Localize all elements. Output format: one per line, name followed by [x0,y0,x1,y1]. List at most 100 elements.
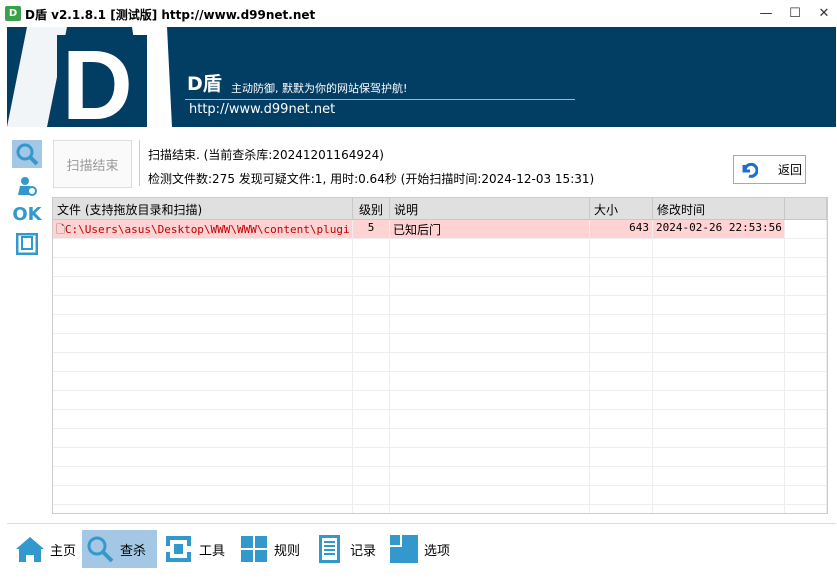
empty-cell [353,277,390,296]
empty-cell [653,486,785,505]
empty-cell [590,296,653,315]
file-path: C:\Users\asus\Desktop\WWW\WWW\content\pl… [64,223,353,236]
col-mtime[interactable]: 修改时间 [653,198,785,220]
empty-cell [590,372,653,391]
user-icon [18,177,37,196]
nav-rules[interactable]: 规则 [236,530,306,568]
options-icon [390,535,418,563]
empty-cell [653,239,785,258]
d-logo-icon: D [7,27,172,127]
nav-scan[interactable]: 查杀 [82,530,157,568]
empty-cell [590,429,653,448]
empty-cell [785,353,827,372]
grid-icon [241,536,267,562]
empty-cell [53,486,353,505]
search-icon [16,143,39,166]
col-desc[interactable]: 说明 [390,198,590,220]
empty-cell [785,277,827,296]
ok-icon[interactable]: OK [12,203,42,225]
empty-cell [785,410,827,429]
empty-cell [353,239,390,258]
empty-cell [390,296,590,315]
close-button[interactable]: ✕ [818,6,830,21]
nav-options[interactable]: 选项 [386,530,456,568]
cell-file: 🗋C:\Users\asus\Desktop\WWW\WWW\content\p… [53,220,353,239]
empty-cell [785,239,827,258]
empty-cell [785,315,827,334]
empty-row [53,391,827,410]
empty-cell [390,258,590,277]
bottom-divider [7,523,836,524]
empty-cell [590,315,653,334]
banner-title: D盾 [187,73,222,95]
sidebar-frame[interactable] [12,230,42,258]
banner-slogan: 主动防御, 默默为你的网站保驾护航! [231,82,408,95]
empty-cell [590,486,653,505]
empty-row [53,448,827,467]
empty-row [53,296,827,315]
empty-row [53,505,827,513]
empty-cell [353,353,390,372]
empty-cell [390,334,590,353]
sidebar-scan[interactable] [12,140,42,168]
empty-cell [390,410,590,429]
scan-end-button[interactable]: 扫描结束 [53,140,132,188]
maximize-button[interactable]: ☐ [789,6,801,21]
minimize-button[interactable]: — [759,6,773,21]
empty-cell [785,486,827,505]
empty-cell [353,334,390,353]
empty-cell [590,353,653,372]
banner-url[interactable]: http://www.d99net.net [189,102,336,117]
svg-text:D: D [62,30,133,127]
empty-row [53,277,827,296]
empty-row [53,334,827,353]
col-level[interactable]: 级别 [353,198,390,220]
col-size[interactable]: 大小 [590,198,653,220]
app-icon: D [5,6,21,21]
empty-cell [390,353,590,372]
empty-cell [390,391,590,410]
empty-cell [390,372,590,391]
scan-status: 扫描结束. (当前查杀库:20241201164924) [148,148,384,162]
cell-extra [785,220,827,239]
col-file[interactable]: 文件 (支持拖放目录和扫描) [53,198,353,220]
empty-cell [785,391,827,410]
sidebar-user[interactable] [12,172,42,200]
cell-size: 643 [590,220,653,239]
empty-cell [53,467,353,486]
window-title: D盾 v2.1.8.1 [测试版] http://www.d99net.net [25,8,316,22]
empty-cell [785,334,827,353]
banner: D D盾 主动防御, 默默为你的网站保驾护航! http://www.d99ne… [7,27,836,127]
empty-row [53,429,827,448]
frame-icon [16,233,38,255]
table-row[interactable]: 🗋C:\Users\asus\Desktop\WWW\WWW\content\p… [53,220,827,239]
table-header: 文件 (支持拖放目录和扫描) 级别 说明 大小 修改时间 [53,198,827,220]
nav-label: 查杀 [120,543,147,559]
empty-cell [590,410,653,429]
empty-cell [53,258,353,277]
undo-icon [742,162,758,178]
empty-cell [53,372,353,391]
back-button[interactable]: 返回 [733,155,806,184]
empty-cell [590,467,653,486]
empty-cell [353,258,390,277]
empty-cell [653,258,785,277]
empty-cell [590,391,653,410]
empty-cell [353,296,390,315]
empty-cell [353,372,390,391]
nav-home[interactable]: 主页 [12,530,78,568]
empty-cell [353,429,390,448]
empty-cell [590,448,653,467]
results-table[interactable]: 文件 (支持拖放目录和扫描) 级别 说明 大小 修改时间 🗋C:\Users\a… [52,197,828,514]
nav-tools[interactable]: 工具 [161,530,231,568]
empty-cell [785,429,827,448]
empty-cell [785,372,827,391]
empty-cell [353,391,390,410]
empty-cell [390,239,590,258]
empty-row [53,258,827,277]
empty-cell [390,277,590,296]
empty-cell [390,448,590,467]
nav-log[interactable]: 记录 [312,530,382,568]
empty-cell [390,315,590,334]
nav-label: 规则 [274,543,301,559]
